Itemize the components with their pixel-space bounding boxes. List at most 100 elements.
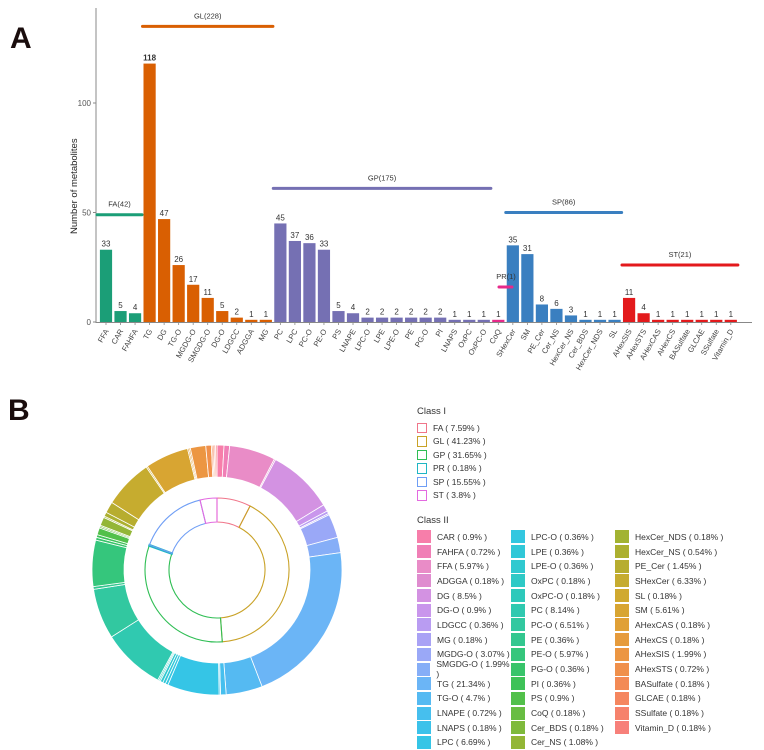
bar-value-label: 36 [305, 233, 314, 242]
legend-swatch [615, 633, 629, 647]
legend-swatch [417, 490, 427, 501]
legend-label: FAHFA ( 0.72% ) [437, 546, 501, 557]
bar-fahfa [128, 313, 142, 322]
y-axis-title: Number of metabolites [69, 138, 80, 234]
legend-class-i-item: GL ( 41.23% ) [417, 435, 487, 449]
bar-value-label: 5 [336, 301, 341, 310]
group-label-gl: GL(228) [194, 11, 222, 20]
legend-label: SP ( 15.55% ) [433, 476, 486, 487]
legend-class-ii-item: SL ( 0.18% ) [615, 589, 723, 603]
legend-swatch [511, 647, 525, 661]
bar-value-label: 6 [554, 299, 559, 308]
legend-label: TG ( 21.34% ) [437, 678, 491, 689]
legend-swatch [511, 706, 525, 720]
inner-ring-gl [219, 505, 290, 643]
bar-value-label: 1 [670, 310, 675, 319]
bar-value-label: 1 [729, 310, 734, 319]
bar-value-label: 2 [423, 308, 428, 317]
bar-sl [608, 319, 621, 322]
inner-ring-gp [144, 545, 223, 643]
legend-swatch [511, 559, 525, 573]
bar-pe [405, 317, 418, 322]
inner-ring-sp [148, 499, 207, 555]
legend-swatch [417, 545, 431, 559]
legend-class-ii-item: PG-O ( 0.36% ) [511, 662, 615, 676]
legend-class-ii-item: Vitamin_D ( 0.18% ) [615, 721, 723, 735]
x-tick-label: PC [272, 327, 285, 341]
legend-swatch [417, 633, 431, 647]
legend-label: BASulfate ( 0.18% ) [635, 678, 710, 689]
legend-class-i-item: GP ( 31.65% ) [417, 448, 487, 462]
bar-value-label: 1 [598, 310, 603, 319]
legend-class-ii-item: ADGGA ( 0.18% ) [417, 574, 511, 588]
bar-ahexsis [622, 297, 636, 322]
legend-swatch [417, 721, 431, 735]
legend-label: PC-O ( 6.51% ) [531, 619, 590, 630]
legend-label: HexCer_NDS ( 0.18% ) [635, 531, 724, 542]
bar-value-label: 1 [612, 310, 617, 319]
bar-pi [434, 317, 447, 322]
legend-class-ii-item: BASulfate ( 0.18% ) [615, 677, 723, 691]
legend-label: Vitamin_D ( 0.18% ) [635, 722, 711, 733]
inner-ring-st [199, 497, 218, 525]
legend-swatch [417, 559, 431, 573]
bar-ldgcc [230, 317, 243, 322]
legend-label: AHexSIS ( 1.99% ) [635, 649, 707, 660]
legend-class-ii-item: FFA ( 5.97% ) [417, 559, 511, 573]
legend-label: FFA ( 5.97% ) [437, 561, 489, 572]
bar-sm [521, 254, 534, 322]
legend-swatch [615, 691, 629, 705]
bar-car [114, 311, 127, 322]
group-label-sp: SP(86) [552, 198, 576, 207]
bar-value-label: 1 [583, 310, 588, 319]
bar-hexcer_nds [593, 319, 607, 322]
legend-swatch [417, 647, 431, 661]
legend-swatch [417, 691, 431, 705]
legend-class-i-item: ST ( 3.8% ) [417, 489, 487, 503]
legend-class-ii-item: PC-O ( 6.51% ) [511, 618, 615, 632]
legend-class-ii-item: LNAPE ( 0.72% ) [417, 706, 511, 720]
bar-mgdg-o [187, 284, 200, 322]
bar-value-label: 1 [264, 310, 269, 319]
group-label-fa: FA(42) [108, 200, 131, 209]
legend-class-ii-item: LDGCC ( 0.36% ) [417, 618, 511, 632]
x-tick-label: PE-O [312, 327, 329, 348]
bar-value-label: 4 [641, 303, 646, 312]
bar-value-label: 5 [118, 301, 123, 310]
legend-label: SMGDG-O ( 1.99% ) [436, 659, 510, 680]
legend-label: LNAPS ( 0.18% ) [437, 722, 502, 733]
legend-swatch [615, 530, 629, 544]
legend-label: ST ( 3.8% ) [433, 490, 476, 501]
legend-swatch [511, 735, 525, 749]
bar-value-label: 17 [189, 275, 198, 284]
bar-cer_bds [579, 319, 592, 322]
legend-label: OxPC ( 0.18% ) [531, 575, 591, 586]
x-tick-label: PG-O [413, 327, 431, 348]
legend-class-ii-item: MG ( 0.18% ) [417, 633, 511, 647]
legend-label: LPE ( 0.36% ) [531, 546, 584, 557]
legend-class-ii-item: CoQ ( 0.18% ) [511, 706, 615, 720]
legend-swatch [417, 589, 431, 603]
bar-pg-o [419, 317, 432, 322]
bar-mg [259, 319, 272, 322]
legend-class-ii-item: TG ( 21.34% ) [417, 677, 511, 691]
legend-label: DG ( 8.5% ) [437, 590, 482, 601]
group-label-pr: PR(1) [496, 272, 516, 281]
bar-value-label: 26 [174, 255, 183, 264]
bar-value-label: 35 [508, 235, 517, 244]
legend-label: GL ( 41.23% ) [433, 436, 486, 447]
legend-label: HexCer_NS ( 0.54% ) [635, 546, 718, 557]
bar-value-label: 4 [351, 303, 356, 312]
slice-tg [250, 552, 343, 688]
legend-swatch [417, 735, 431, 749]
legend-class-ii-item: Cer_NS ( 1.08% ) [511, 735, 615, 750]
legend-class-ii-item: OxPC ( 0.18% ) [511, 574, 615, 588]
x-tick-label: SM [519, 328, 532, 342]
legend-label: PC ( 8.14% ) [531, 605, 580, 616]
bar-value-label: 1 [656, 310, 661, 319]
legend-class-ii-item: MGDG-O ( 3.07% ) [417, 647, 511, 662]
legend-swatch [615, 677, 629, 691]
legend-class-ii-item: PE-O ( 5.97% ) [511, 647, 615, 662]
slice-pe-o [91, 539, 128, 588]
legend-label: PE-O ( 5.97% ) [531, 649, 589, 660]
